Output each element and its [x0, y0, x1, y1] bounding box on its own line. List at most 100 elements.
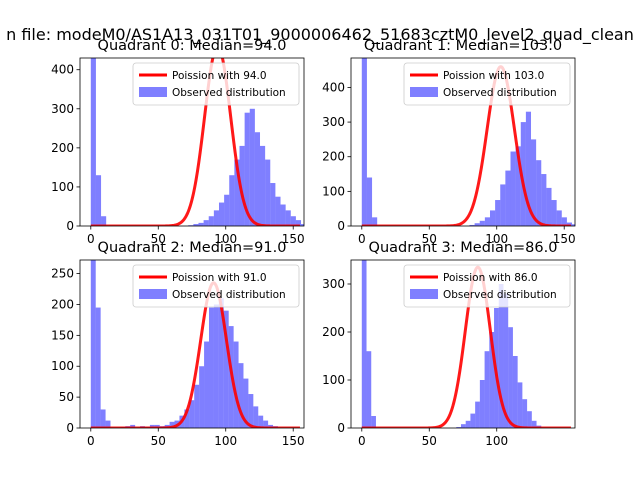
histogram-bar [508, 327, 513, 428]
x-tick-label: 0 [358, 434, 366, 448]
histogram-bar [512, 356, 518, 428]
quadrant-0-chart: 0 50 100 150 0 100 200 300 400 Quadrant 0: Median… [51, 38, 305, 246]
plot-area [90, 260, 300, 428]
histogram-bar [531, 420, 537, 428]
histogram-bar [566, 222, 573, 226]
y-tick-label: 200 [51, 297, 74, 311]
histogram-bar [229, 175, 235, 226]
histogram-bar [194, 384, 200, 428]
subplot-title: Quadrant 2: Median=91.0 [98, 240, 287, 256]
histogram-bar [372, 217, 378, 226]
subplot-title: Quadrant 3: Median=86.0 [369, 240, 558, 256]
y-tick-label: 200 [322, 325, 345, 339]
histogram-bar [520, 122, 526, 226]
histogram-bar [522, 399, 528, 428]
histogram-bar [253, 406, 259, 428]
histogram-bar [536, 160, 542, 226]
y-tick-label: 0 [66, 421, 74, 435]
histogram-bar [254, 132, 261, 226]
y-tick-label: 300 [322, 277, 345, 291]
histogram-bar [105, 420, 111, 428]
histogram-bar [218, 298, 224, 428]
legend-box [132, 264, 300, 308]
histogram-bar [204, 341, 210, 428]
histogram-bar [193, 224, 199, 226]
x-tick-label: 50 [151, 434, 166, 448]
x-tick-label: 0 [87, 434, 95, 448]
x-tick-label: 100 [485, 434, 508, 448]
y-tick-label: 150 [51, 328, 74, 342]
histogram-bar [275, 196, 281, 226]
histogram-bar [366, 177, 373, 226]
histogram-bar [503, 293, 509, 428]
histogram-bar [224, 194, 230, 226]
y-tick-label: 100 [322, 373, 345, 387]
histogram-bar [238, 363, 244, 428]
histogram-bar [517, 382, 523, 428]
histogram-bar [505, 170, 511, 226]
legend-box [132, 62, 300, 106]
y-tick-label: 0 [337, 421, 345, 435]
histogram-bar [484, 351, 490, 428]
histogram-bar [248, 394, 254, 428]
histogram-bar [213, 210, 219, 226]
histogram-bar [233, 341, 239, 428]
legend-observed-swatch [410, 87, 438, 97]
histogram-bar [460, 424, 466, 428]
legend-fit-label: Poission with 86.0 [443, 272, 538, 284]
histogram-bar [270, 183, 276, 226]
histogram-bar [101, 216, 107, 226]
y-tick-label: 300 [322, 115, 345, 129]
plot-area [361, 58, 575, 226]
x-tick-label: 100 [214, 434, 237, 448]
quadrant-2-chart: 0 50 100 150 0 50 100 150 200 250 Quadrant 2: Medi… [51, 240, 305, 448]
histogram-bar [100, 409, 106, 428]
y-tick-label: 200 [322, 150, 345, 164]
histogram-bar [474, 223, 480, 226]
histogram-bar [556, 210, 562, 226]
histogram-bar [268, 424, 274, 428]
histogram-bar [260, 145, 266, 226]
y-tick-label: 0 [66, 219, 74, 233]
x-tick-label: 50 [422, 434, 437, 448]
figure-suptitle: n file: modeM0/AS1A13_031T01_9000006462_… [6, 25, 634, 45]
axes-frame [350, 57, 576, 227]
histogram-bar [184, 409, 190, 428]
x-tick-label: 150 [282, 434, 305, 448]
legend-observed-label: Observed distribution [443, 289, 557, 301]
histogram-bar [290, 216, 296, 226]
histogram-bar [469, 224, 475, 226]
histogram-bar [500, 184, 506, 226]
subplot-title: Quadrant 0: Median=94.0 [98, 38, 287, 54]
histogram-bar [90, 260, 96, 428]
x-tick-label: 0 [358, 232, 366, 246]
y-tick-label: 250 [51, 267, 74, 281]
histogram-bar [527, 411, 532, 428]
histogram-bar [285, 210, 291, 226]
y-tick-label: 100 [51, 359, 74, 373]
histogram-bar [546, 187, 552, 226]
poisson-fit-line [361, 265, 571, 428]
legend-observed-label: Observed distribution [443, 87, 557, 99]
legend-fit-label: Poission with 91.0 [172, 272, 267, 284]
histogram-bar [489, 332, 495, 428]
y-tick-label: 400 [51, 63, 74, 77]
plot-area [361, 260, 571, 428]
histogram-bar [149, 424, 155, 428]
histogram-bar [561, 217, 567, 226]
histogram-bar [525, 111, 532, 226]
histogram-bar [361, 260, 367, 428]
legend-observed-swatch [139, 87, 167, 97]
histogram-bar [130, 424, 136, 428]
legend-observed-swatch [410, 289, 438, 299]
histogram-bar [475, 401, 480, 428]
x-tick-label: 50 [422, 232, 437, 246]
histogram-bar [510, 151, 516, 226]
legend-box [403, 62, 571, 106]
histogram-bar [258, 415, 264, 428]
histogram-bar [361, 58, 367, 226]
histogram-bar [243, 378, 249, 428]
histogram-bar [263, 420, 269, 428]
x-tick-label: 0 [87, 232, 95, 246]
